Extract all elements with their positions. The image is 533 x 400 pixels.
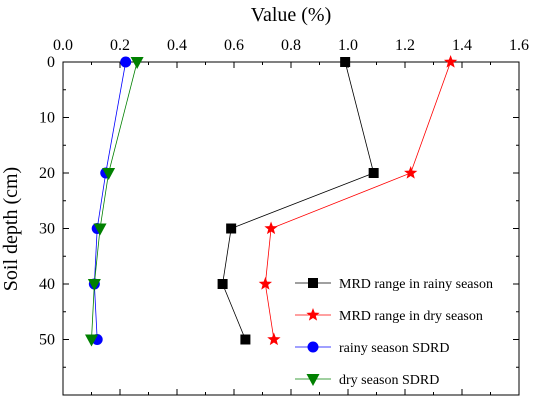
data-point [130, 57, 144, 69]
data-point [102, 168, 116, 180]
x-tick-label: 0.8 [281, 37, 301, 54]
data-point [120, 56, 132, 68]
data-point [258, 277, 273, 290]
x-axis-title: Value (%) [251, 4, 332, 26]
legend-item: dry season SDRD [295, 373, 439, 388]
data-point [340, 57, 351, 67]
data-point [240, 334, 251, 345]
data-point [264, 221, 278, 235]
y-tick-label: 40 [39, 276, 55, 293]
series-line [91, 61, 138, 340]
data-point [443, 55, 458, 68]
y-tick-label: 30 [39, 221, 55, 238]
series-group [85, 57, 144, 347]
data-point [93, 223, 107, 236]
series-group [88, 56, 132, 345]
legend-label: MRD range in dry season [339, 309, 483, 324]
legend-item: MRD range in dry season [295, 308, 483, 324]
x-tick-label: 0.4 [167, 37, 187, 54]
legend-item: rainy season SDRD [295, 341, 449, 356]
y-tick-label: 0 [47, 54, 55, 71]
x-tick-label: 1.2 [395, 37, 415, 54]
data-point [404, 166, 418, 179]
data-point [217, 279, 228, 289]
legend-label: dry season SDRD [339, 373, 439, 388]
data-point [267, 332, 281, 346]
data-point [368, 168, 379, 178]
y-tick-label: 50 [39, 332, 55, 349]
legend-marker [306, 308, 320, 321]
x-tick-label: 1.0 [338, 37, 358, 54]
plot-frame [62, 61, 520, 396]
legend-marker [308, 278, 318, 288]
series-group [258, 55, 458, 346]
y-axis-title: Soil depth (cm) [0, 167, 22, 291]
series-line [222, 61, 375, 340]
x-tick-label: 1.4 [452, 37, 472, 54]
legend-item: MRD range in rainy season [295, 277, 493, 292]
x-tick-label: 0.6 [224, 37, 244, 54]
legend-label: rainy season SDRD [339, 341, 449, 356]
x-tick-label: 1.6 [509, 37, 529, 54]
data-point [87, 279, 101, 291]
data-point [226, 223, 237, 234]
x-tick-label: 0.2 [110, 37, 130, 54]
y-tick-label: 10 [39, 110, 55, 127]
legend-marker [307, 341, 319, 353]
y-tick-label: 20 [39, 165, 55, 182]
legend-marker [306, 374, 320, 386]
series-line [93, 61, 127, 340]
series-group [217, 57, 379, 345]
series-line [264, 61, 451, 340]
data-point [85, 334, 98, 347]
legend-label: MRD range in rainy season [339, 277, 493, 292]
x-tick-label: 0.0 [53, 37, 73, 54]
